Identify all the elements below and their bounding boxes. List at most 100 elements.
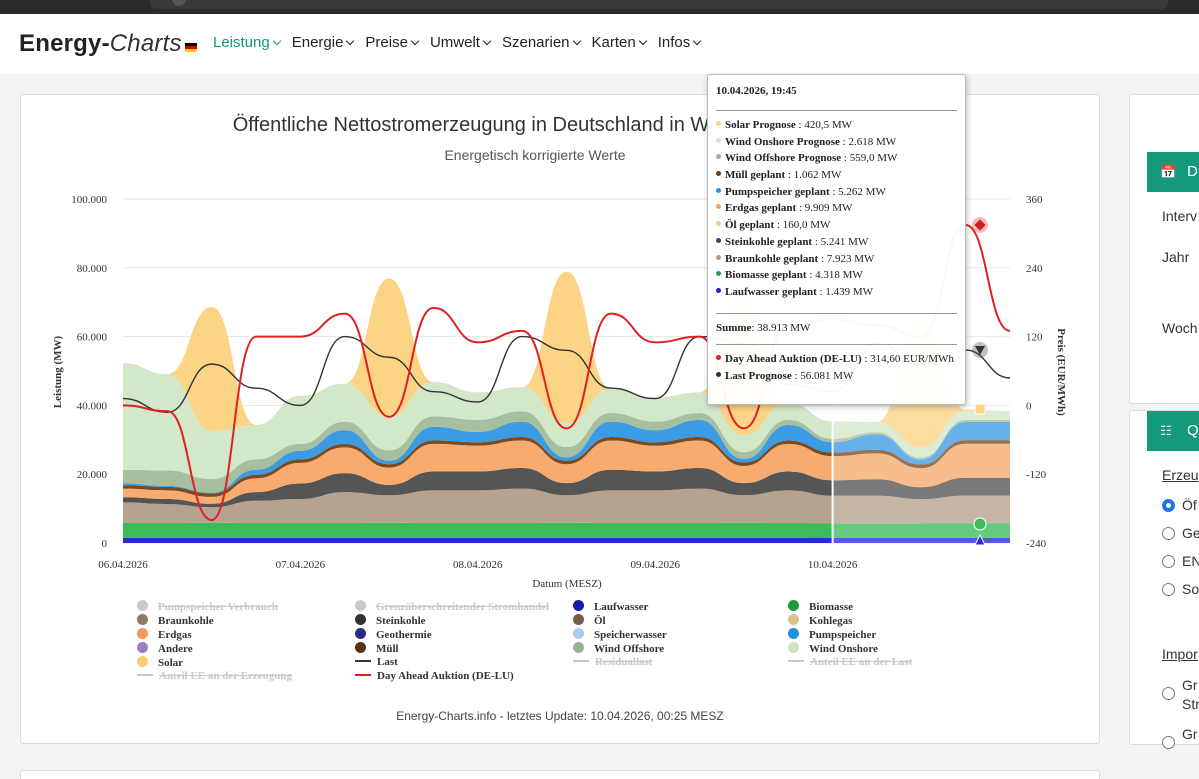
tooltip-row-value: 160,0 MW bbox=[782, 219, 831, 232]
legend-label: Anteil EE an der Last bbox=[810, 656, 913, 668]
tooltip-row-name: Wind Offshore Prognose bbox=[725, 152, 842, 165]
nav-karten[interactable]: Karten bbox=[592, 34, 647, 51]
legend-item[interactable]: Pumpspeicher Verbrauch bbox=[137, 600, 278, 613]
legend-item[interactable]: Geothermie bbox=[355, 628, 432, 641]
tooltip-rows: Solar Prognose : 420,5 MW Wind Onshore Pr… bbox=[716, 117, 957, 301]
load-marker bbox=[975, 346, 985, 355]
legend-dot-icon bbox=[137, 642, 148, 653]
legend-dot-icon bbox=[137, 628, 148, 639]
legend-item[interactable]: Erdgas bbox=[137, 628, 192, 641]
tooltip-row-value: 1.439 MW bbox=[825, 285, 874, 298]
nav-infos[interactable]: Infos bbox=[658, 34, 702, 51]
nav-energie[interactable]: Energie bbox=[292, 34, 355, 51]
legend-label: Geothermie bbox=[376, 629, 432, 641]
series-bullet-icon bbox=[716, 137, 721, 143]
y2-tick-label: 120 bbox=[1026, 332, 1043, 344]
legend-line-icon bbox=[788, 660, 804, 662]
tooltip-row-value: 2.618 MW bbox=[848, 135, 897, 148]
radio-oeffentlich[interactable] bbox=[1162, 499, 1175, 512]
side-panel-date bbox=[1129, 94, 1199, 404]
legend-item[interactable]: Wind Onshore bbox=[788, 642, 878, 655]
legend-item[interactable]: Speicherwasser bbox=[573, 628, 667, 641]
legend-item[interactable]: Biomasse bbox=[788, 600, 853, 613]
nav-umwelt[interactable]: Umwelt bbox=[430, 34, 492, 51]
radio-entsoe[interactable] bbox=[1162, 555, 1175, 568]
legend-item[interactable]: Anteil EE an der Last bbox=[788, 656, 912, 668]
legend-dot-icon bbox=[788, 642, 799, 653]
legend-item[interactable]: Steinkohle bbox=[355, 614, 426, 627]
legend-item[interactable]: Grenzüberschreitender Stromhandel bbox=[355, 600, 549, 613]
radio-import-1[interactable] bbox=[1162, 687, 1175, 700]
price-bullet-icon bbox=[716, 355, 721, 361]
calendar-icon: 📅 bbox=[1160, 164, 1177, 179]
brand-logo[interactable]: Energy-Charts bbox=[19, 30, 197, 58]
radio-label: Ge bbox=[1182, 525, 1199, 541]
legend-item[interactable]: Kohlegas bbox=[788, 614, 852, 627]
tooltip-divider bbox=[716, 344, 957, 346]
radio-import-2[interactable] bbox=[1162, 736, 1175, 749]
area-solar bbox=[123, 271, 1010, 448]
main-menu: Leistung Energie Preise Umwelt Szenarien Kart… bbox=[213, 34, 712, 51]
legend-item[interactable]: Pumpspeicher bbox=[788, 628, 876, 641]
nav-preise[interactable]: Preise bbox=[365, 34, 420, 51]
footer-update: Energy-Charts.info - letztes Update: 10.… bbox=[396, 709, 724, 723]
y2-tick-label: -120 bbox=[1026, 469, 1047, 481]
legend-item[interactable]: Residuallast bbox=[573, 656, 652, 668]
y-tick-label: 60.000 bbox=[77, 332, 108, 344]
y2-axis-title: Preis (EUR/MWh) bbox=[1055, 328, 1067, 416]
tooltip-row-value: 559,0 MW bbox=[849, 152, 898, 165]
address-bar[interactable] bbox=[150, 0, 1168, 9]
series-bullet-icon bbox=[716, 154, 721, 160]
series-bullet-icon bbox=[716, 121, 721, 126]
legend-label: Braunkohle bbox=[158, 615, 214, 627]
legend-item[interactable]: Day Ahead Auktion (DE-LU) bbox=[355, 670, 514, 682]
radio-gesamt[interactable] bbox=[1162, 527, 1175, 540]
nav-szenarien[interactable]: Szenarien bbox=[502, 34, 581, 51]
legend-line-icon bbox=[137, 674, 153, 676]
legend-dot-icon bbox=[355, 628, 366, 639]
legend-item[interactable]: Last bbox=[355, 656, 398, 668]
legend-label: Öl bbox=[594, 615, 606, 627]
nav-leistung[interactable]: Leistung bbox=[213, 34, 281, 51]
series-bullet-icon bbox=[716, 254, 721, 260]
legend-dot-icon bbox=[355, 642, 366, 653]
import-label: Impor bbox=[1162, 646, 1198, 662]
legend-dot-icon bbox=[788, 628, 799, 639]
tooltip-row-name: Öl geplant bbox=[725, 219, 775, 232]
tooltip-sum-label: Summe bbox=[716, 321, 752, 334]
tooltip-row-value: 5.262 MW bbox=[838, 185, 886, 198]
legend-item[interactable]: Braunkohle bbox=[137, 614, 214, 627]
interval-label: Interv bbox=[1162, 208, 1198, 224]
browser-button[interactable] bbox=[172, 0, 186, 6]
radio-sonstige[interactable] bbox=[1162, 583, 1175, 596]
legend-label: Erdgas bbox=[158, 629, 192, 641]
side-header-date[interactable]: 📅 D bbox=[1147, 152, 1199, 192]
legend-item[interactable]: Müll bbox=[355, 642, 399, 655]
y-tick-label: 20.000 bbox=[77, 469, 108, 481]
legend-item[interactable]: Andere bbox=[137, 642, 193, 655]
browser-chrome bbox=[0, 0, 1199, 14]
legend-line-icon bbox=[355, 660, 371, 662]
legend-label: Wind Offshore bbox=[594, 643, 665, 655]
area-wind-onshore bbox=[123, 363, 1010, 480]
tooltip-row: Steinkohle geplant : 5.241 MW bbox=[716, 234, 957, 251]
series-bullet-icon bbox=[716, 221, 721, 227]
area-erdgas bbox=[123, 440, 1010, 504]
legend-item[interactable]: Öl bbox=[573, 614, 606, 627]
y-axis-title: Leistung (MW) bbox=[52, 335, 64, 408]
legend-item[interactable]: Anteil EE an der Erzeugung bbox=[137, 670, 292, 682]
erzeugung-label: Erzeu bbox=[1162, 467, 1199, 483]
legend-item[interactable]: Wind Offshore bbox=[573, 642, 664, 655]
tooltip-row-value: 5.241 MW bbox=[820, 235, 869, 248]
tooltip-row-value: 4.318 MW bbox=[815, 269, 863, 282]
legend-dot-icon bbox=[137, 656, 148, 667]
radio-label: So bbox=[1182, 581, 1199, 597]
legend-label: Steinkohle bbox=[376, 615, 426, 627]
radio-label: Str bbox=[1182, 696, 1199, 712]
legend-item[interactable]: Laufwasser bbox=[573, 600, 648, 613]
legend-item[interactable]: Solar bbox=[137, 656, 183, 669]
legend-dot-icon bbox=[355, 614, 366, 625]
side-header-source[interactable]: ☷ Q bbox=[1147, 411, 1199, 451]
series-bullet-icon bbox=[716, 287, 721, 293]
